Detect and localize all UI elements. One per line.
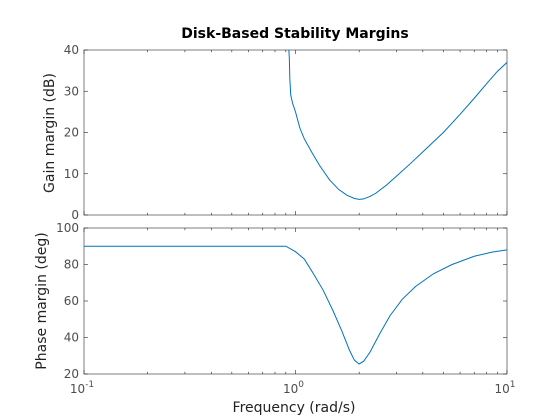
- y-tick-label: 60: [64, 294, 79, 308]
- y-tick-label: 80: [64, 258, 79, 272]
- y-tick-label: 10: [64, 167, 79, 181]
- gain-margin-line: [288, 50, 507, 200]
- phase-margin-axis-label: Phase margin (deg): [34, 232, 50, 369]
- frequency-axis-label: Frequency (rad/s): [233, 400, 356, 416]
- y-tick-label: 0: [71, 208, 79, 222]
- x-tick-label: 10-1: [70, 380, 94, 396]
- chart-title: Disk-Based Stability Margins: [181, 26, 408, 42]
- y-tick-label: 100: [56, 221, 79, 235]
- y-tick-label: 30: [64, 84, 79, 98]
- phase-margin-line: [84, 245, 507, 365]
- gain-margin-panel: 0 10 20 30 40: [64, 43, 508, 222]
- gain-margin-axis-label: Gain margin (dB): [42, 73, 58, 193]
- phase-margin-panel: 20 40 60 80 100: [56, 221, 508, 381]
- plot-frame: [83, 227, 508, 375]
- x-tick-label: 100: [283, 380, 304, 396]
- y-tick-label: 40: [64, 331, 79, 345]
- x-tick-label: 101: [494, 380, 515, 396]
- y-tick-label: 40: [64, 43, 79, 57]
- y-tick-label: 20: [64, 367, 79, 381]
- y-tick-label: 20: [64, 126, 79, 140]
